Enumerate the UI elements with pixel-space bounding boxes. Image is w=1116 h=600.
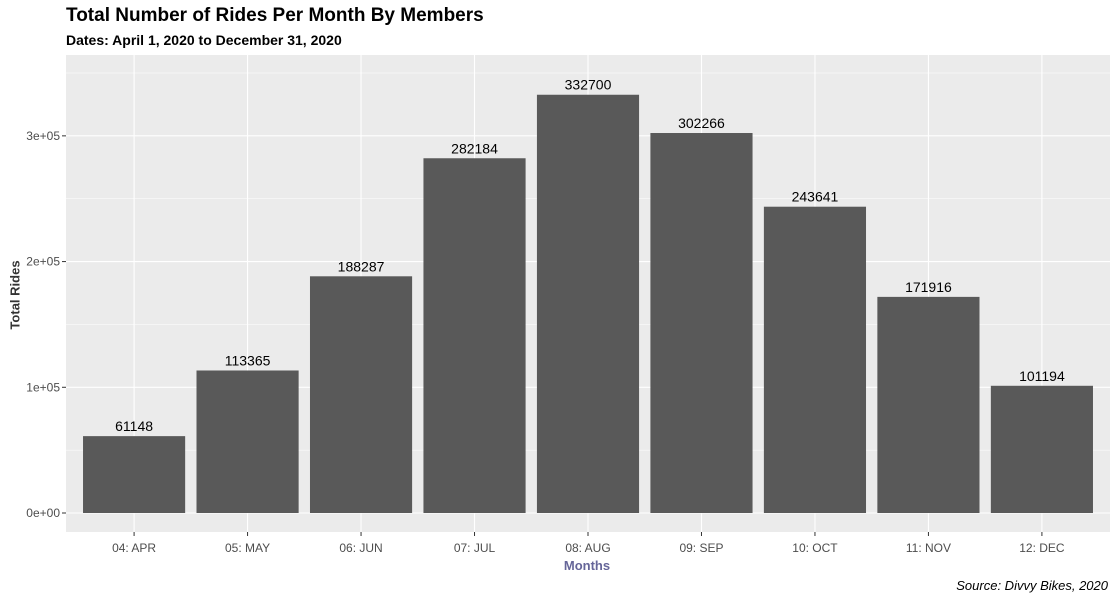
chart-subtitle: Dates: April 1, 2020 to December 31, 202… bbox=[66, 32, 342, 48]
x-tick-label: 07: JUL bbox=[454, 541, 496, 555]
bar-12-dec bbox=[990, 385, 1093, 513]
chart-title: Total Number of Rides Per Month By Membe… bbox=[66, 5, 484, 26]
bar-data-label: 113365 bbox=[225, 352, 271, 368]
x-axis-title: Months bbox=[563, 558, 611, 573]
x-tick-label: 06: JUN bbox=[339, 541, 382, 555]
bar-07-jul bbox=[423, 158, 526, 513]
bar-08-aug bbox=[536, 94, 640, 514]
bar-09-sep bbox=[650, 133, 753, 513]
bar-data-label: 61148 bbox=[115, 418, 153, 434]
bars-group bbox=[83, 94, 1093, 514]
bar-06-jun bbox=[309, 276, 413, 513]
y-axis: 0e+00 1e+05 2e+05 3e+05 bbox=[26, 129, 66, 520]
y-tick-label: 2e+05 bbox=[26, 255, 60, 269]
bar-data-label: 188287 bbox=[338, 258, 385, 274]
x-axis: 04: APR 05: MAY 06: JUN 07: JUL 08: AUG 09: S… bbox=[112, 532, 1065, 555]
bar-11-nov bbox=[877, 296, 980, 513]
x-tick-label: 11: NOV bbox=[906, 541, 951, 555]
x-tick-label: 08: AUG bbox=[565, 541, 610, 555]
y-tick-label: 3e+05 bbox=[26, 129, 60, 143]
y-axis-title: Total Rides bbox=[7, 260, 23, 330]
x-tick-label: 04: APR bbox=[112, 541, 156, 555]
x-tick-label: 12: DEC bbox=[1019, 541, 1065, 555]
x-tick-label: 05: MAY bbox=[225, 541, 270, 555]
bar-data-label: 302266 bbox=[678, 115, 725, 131]
bar-05-may bbox=[196, 370, 299, 513]
bar-labels-group: 61148 113365 188287 282184 332700 302266 24364… bbox=[115, 77, 1065, 434]
chart-caption: Source: Divvy Bikes, 2020 bbox=[956, 578, 1108, 593]
x-tick-label: 09: SEP bbox=[679, 541, 723, 555]
bar-10-oct bbox=[763, 206, 867, 514]
bar-data-label: 282184 bbox=[451, 140, 498, 156]
bar-data-label: 332700 bbox=[565, 77, 612, 93]
bar-04-apr bbox=[83, 436, 186, 513]
x-tick-label: 10: OCT bbox=[792, 541, 838, 555]
bar-data-label: 101194 bbox=[1019, 368, 1065, 384]
y-tick-label: 0e+00 bbox=[26, 506, 60, 520]
bar-data-label: 171916 bbox=[905, 279, 952, 295]
bar-data-label: 243641 bbox=[792, 189, 839, 205]
y-tick-label: 1e+05 bbox=[26, 380, 60, 394]
